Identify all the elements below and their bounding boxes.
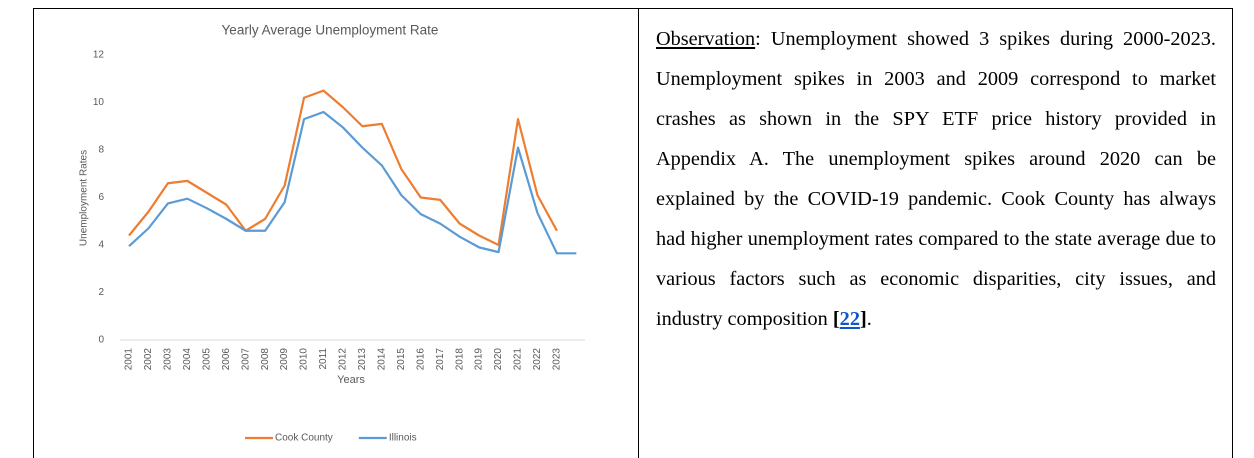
x-axis-label: Years <box>337 374 365 386</box>
x-tick-label: 2019 <box>474 348 485 371</box>
x-tick-label: 2020 <box>493 348 504 371</box>
line <box>128 110 577 255</box>
citation-ref: 22 <box>839 308 860 330</box>
x-tick-label: 2015 <box>396 348 407 371</box>
y-tick-label: 2 <box>98 287 104 298</box>
x-tick-label: 2009 <box>279 348 290 371</box>
observation-label: Observation <box>656 28 756 50</box>
legend-label: Illinois <box>389 433 417 444</box>
chart-title: Yearly Average Unemployment Rate <box>222 23 439 38</box>
observation: Observation: Unemployment showed 3 spike… <box>656 19 1216 339</box>
observation-text: : Unemployment showed 3 spikes during 20… <box>656 28 1216 330</box>
y-tick-label: 6 <box>98 192 104 203</box>
x-tick-label: 2006 <box>221 348 232 371</box>
citation-link[interactable]: 22 <box>840 308 860 330</box>
x-tick-label: 2005 <box>201 348 212 371</box>
observation-end: . <box>866 308 872 330</box>
x-tick-label: 2017 <box>435 348 446 371</box>
chart: Yearly Average Unemployment Rate Years U… <box>79 23 585 444</box>
legend-label: Cook County <box>275 433 333 444</box>
chart-cell <box>33 8 639 458</box>
y-axis-label: Unemployment Rates <box>79 150 90 246</box>
x-tick-label: 2021 <box>513 348 524 371</box>
x-tick-label: 2022 <box>532 348 543 371</box>
x-tick-label: 2014 <box>376 348 387 371</box>
text-cell: Observation: Unemployment showed 3 spike… <box>639 8 1233 458</box>
y-tick-label: 0 <box>98 335 104 346</box>
x-tick-label: 2007 <box>240 348 251 371</box>
x-tick-label: 2012 <box>338 348 349 371</box>
line <box>128 89 558 247</box>
x-tick-label: 2002 <box>143 348 154 371</box>
y-tick-label: 10 <box>93 97 105 108</box>
x-tick-label: 2008 <box>260 348 271 371</box>
citation-open: [ <box>832 308 840 330</box>
x-tick-label: 2016 <box>415 348 426 371</box>
x-tick-label: 2013 <box>357 348 368 371</box>
citation-close: ] <box>859 308 867 330</box>
x-tick-label: 2023 <box>552 348 563 371</box>
x-tick-label: 2004 <box>182 348 193 371</box>
x-tick-label: 2003 <box>163 348 174 371</box>
x-tick-label: 2001 <box>124 348 135 371</box>
y-tick-label: 4 <box>98 240 104 251</box>
y-tick-label: 8 <box>98 145 104 156</box>
x-tick-label: 2018 <box>454 348 465 371</box>
y-tick-label: 12 <box>93 50 105 61</box>
x-tick-label: 2010 <box>299 348 310 371</box>
x-tick-label: 2011 <box>318 348 329 370</box>
